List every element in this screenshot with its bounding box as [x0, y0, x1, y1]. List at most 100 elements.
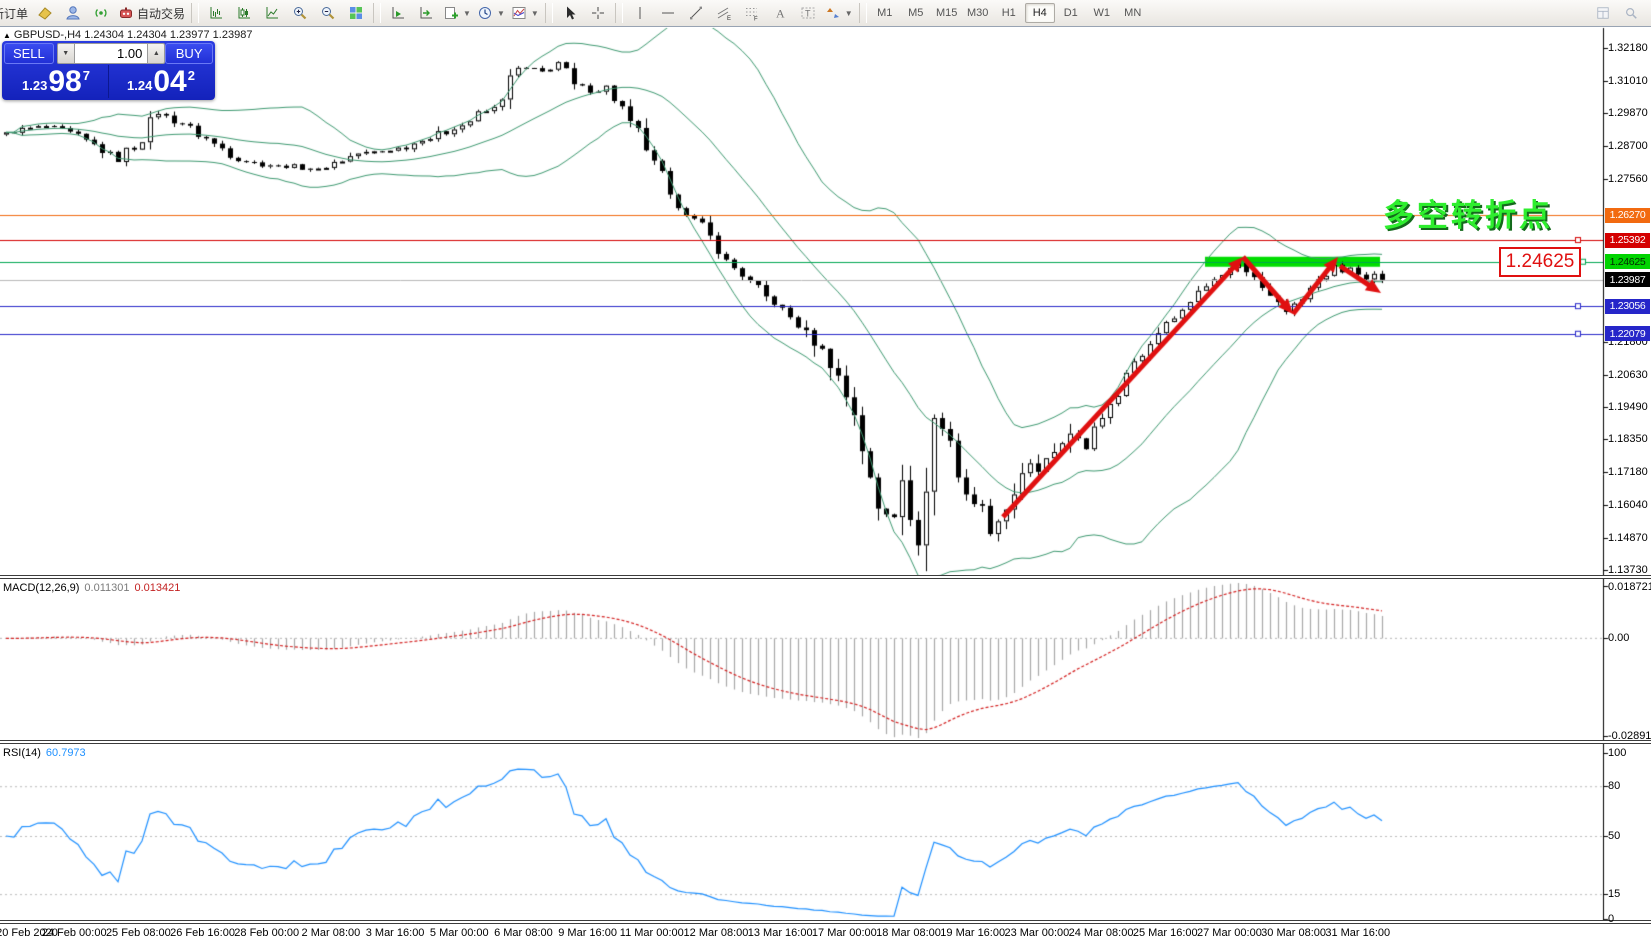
time-axis-label[interactable]: 25 Mar 16:00 [1132, 927, 1198, 939]
sell-price-prefix: 1.23 [22, 78, 48, 93]
pane-divider[interactable] [0, 920, 1651, 924]
sell-price[interactable]: 1.23 98 7 [4, 65, 109, 98]
chevron-down-icon[interactable]: ▼ [496, 8, 505, 18]
time-axis-label[interactable]: 12 Mar 08:00 [683, 927, 749, 939]
turning-point-annotation[interactable]: 多空转折点 [1383, 198, 1553, 233]
timeframe-button-h4[interactable]: H4 [1024, 3, 1055, 23]
pane-divider[interactable] [0, 740, 1651, 744]
time-axis-label[interactable]: 11 Mar 00:00 [619, 927, 684, 939]
time-axis-label[interactable]: 19 Mar 16:00 [940, 927, 1006, 939]
time-axis-label[interactable]: 6 Mar 08:00 [494, 927, 553, 939]
fibonacci-icon: F [745, 8, 758, 22]
pane-divider[interactable] [0, 575, 1651, 579]
window-layout-button[interactable] [1589, 1, 1617, 25]
line-chart-button[interactable] [258, 1, 286, 25]
time-axis-label[interactable]: 3 Mar 16:00 [365, 927, 425, 939]
time-axis-label[interactable]: 27 Mar 00:00 [1196, 927, 1262, 939]
time-axis-label[interactable]: 24 Mar 08:00 [1068, 927, 1134, 939]
chevron-down-icon[interactable]: ▼ [530, 8, 539, 18]
chart-shift-button[interactable] [412, 1, 440, 25]
time-axis-label[interactable]: 26 Feb 16:00 [170, 927, 235, 939]
cursor-icon [566, 6, 576, 20]
autotrading-button[interactable]: 自动交易 [115, 1, 188, 25]
timeframe-button-m1[interactable]: M1 [877, 7, 893, 19]
community-button[interactable] [59, 1, 87, 25]
time-axis-label[interactable]: 9 Mar 16:00 [558, 927, 617, 939]
time-axis-label[interactable]: 30 Mar 08:00 [1261, 927, 1327, 939]
time-axis-label[interactable]: 13 Mar 16:00 [747, 927, 813, 939]
zoom-out-icon [322, 7, 335, 20]
tile-windows-button[interactable] [342, 1, 370, 25]
time-axis-label[interactable]: 24 Feb 00:00 [41, 927, 107, 939]
shapes-button[interactable]: ▼ [822, 1, 856, 25]
svg-text:F: F [754, 17, 758, 22]
price-callout-box[interactable]: 1.24625 [1499, 247, 1581, 277]
trendline-icon [689, 6, 702, 20]
current-price-tag: 1.23987 [1605, 272, 1650, 288]
crosshair-button[interactable] [584, 1, 612, 25]
label-button[interactable]: T [794, 1, 822, 25]
time-axis-label[interactable]: 25 Feb 08:00 [105, 927, 171, 939]
timeframe-button-m30[interactable]: M30 [967, 7, 989, 19]
timeframe-button-d1[interactable]: D1 [1063, 7, 1078, 19]
new-chart-button[interactable]: ▼ [440, 1, 474, 25]
time-axis-label[interactable]: 23 Mar 00:00 [1004, 927, 1070, 939]
timeframe-button-w1[interactable]: W1 [1093, 7, 1110, 19]
chevron-down-icon[interactable]: ▼ [463, 8, 471, 18]
bars-chart-button[interactable] [202, 1, 230, 25]
time-axis-label[interactable]: 28 Feb 00:00 [234, 927, 300, 939]
timeframe-button-h1[interactable]: H1 [1001, 7, 1016, 19]
periods-button[interactable]: ▼ [474, 1, 508, 25]
time-axis-label[interactable]: 5 Mar 00:00 [429, 927, 489, 939]
trendline-button[interactable] [682, 1, 710, 25]
buy-price-prefix: 1.24 [127, 78, 153, 93]
zoom-in-button[interactable] [286, 1, 314, 25]
toolbar-separator [373, 3, 382, 23]
volume-increase-button[interactable]: ▲ [147, 43, 166, 64]
zoom-out-button[interactable] [314, 1, 342, 25]
toolbar-right-group [1589, 1, 1645, 25]
volume-input[interactable]: 1.00 [74, 43, 148, 64]
timeframe-button-m15[interactable]: M15 [936, 7, 958, 19]
time-axis-label[interactable]: 18 Mar 08:00 [876, 927, 941, 939]
buy-button[interactable]: BUY [165, 43, 214, 64]
text-button[interactable]: A [766, 1, 794, 25]
candles-chart-button[interactable] [230, 1, 258, 25]
chevron-down-icon[interactable]: ▼ [844, 8, 853, 18]
sell-button[interactable]: SELL [4, 43, 54, 64]
timeframe-button-mn[interactable]: MN [1124, 7, 1142, 19]
chevron-up-icon: ▲ [152, 50, 160, 57]
magnifier-button[interactable] [1617, 1, 1645, 25]
chart-shift-icon [420, 7, 433, 19]
vertical-line-button[interactable] [626, 1, 654, 25]
rsi-axis-tick: 0 [1608, 913, 1615, 925]
window-layout-icon [1597, 7, 1609, 19]
price-level-tag: 1.23056 [1605, 298, 1650, 314]
equidistant-channel-button[interactable]: E [710, 1, 738, 25]
time-axis-label[interactable]: 17 Mar 00:00 [811, 927, 877, 939]
templates-button[interactable]: ▼ [508, 1, 542, 25]
chevron-down-icon: ▼ [62, 50, 70, 57]
svg-text:E: E [727, 16, 731, 21]
volume-decrease-button[interactable]: ▼ [56, 43, 75, 64]
new-order-button[interactable]: 新订单 [0, 1, 31, 25]
price-axis-tick: 1.28700 [1608, 140, 1648, 153]
horizontal-line-button[interactable] [654, 1, 682, 25]
timeframe-button-m5[interactable]: M5 [908, 7, 924, 19]
time-axis-label[interactable]: 2 Mar 08:00 [301, 927, 361, 939]
buy-price[interactable]: 1.24 04 2 [109, 65, 213, 98]
signals-button[interactable] [87, 1, 115, 25]
price-level-tag: 1.25392 [1605, 232, 1650, 248]
cursor-button[interactable] [556, 1, 584, 25]
market-watch-button[interactable] [31, 1, 59, 25]
auto-scroll-button[interactable] [384, 1, 412, 25]
time-axis-label[interactable]: 20 Feb 2020 [0, 927, 58, 939]
sell-price-pip: 7 [82, 68, 90, 83]
rsi-axis-tick: 100 [1608, 747, 1627, 759]
fibonacci-button[interactable]: F [738, 1, 766, 25]
price-level-tag: 1.24625 [1605, 254, 1650, 270]
toolbar-separator [614, 3, 623, 23]
time-axis-label[interactable]: 31 Mar 16:00 [1325, 927, 1391, 939]
